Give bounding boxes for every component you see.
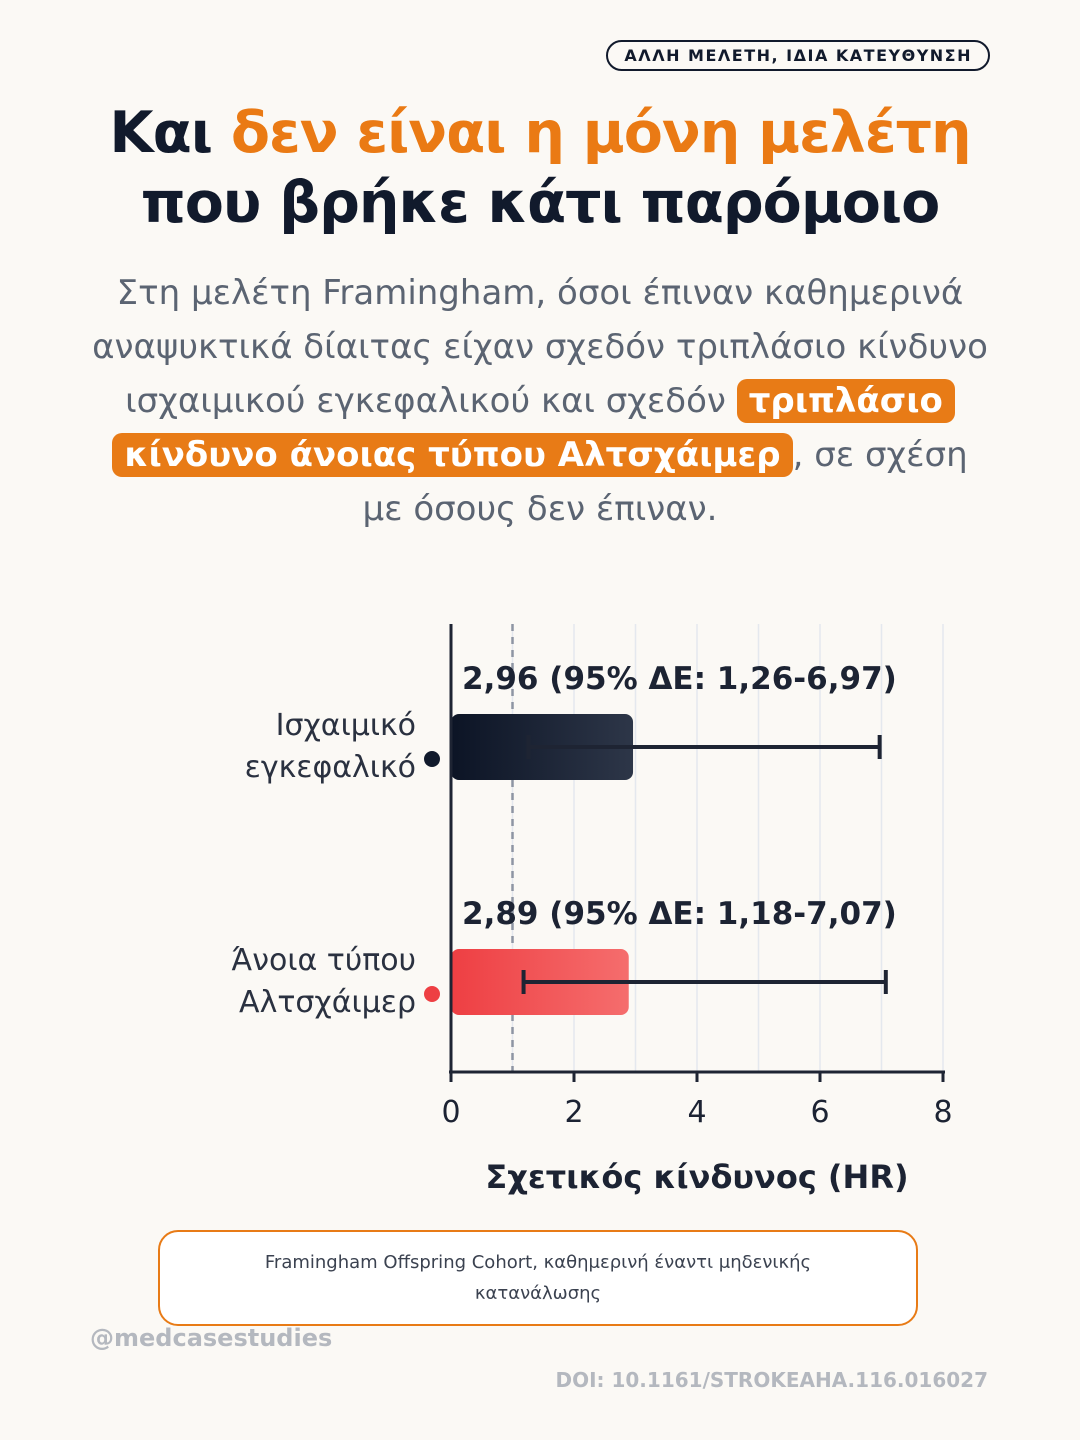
body-text-1: Στη μελέτη Framingham, όσοι έπιναν καθημ… bbox=[92, 273, 988, 421]
x-tick-label: 4 bbox=[687, 1095, 706, 1130]
category-label-2: Αλτσχάιμερ bbox=[239, 985, 416, 1020]
x-tick-label: 2 bbox=[564, 1095, 583, 1130]
x-axis-label: Σχετικός κίνδυνος (HR) bbox=[485, 1158, 908, 1196]
page-title: Και δεν είναι η μόνη μελέτη που βρήκε κά… bbox=[0, 98, 1080, 238]
title-part2: που βρήκε κάτι παρόμοιο bbox=[140, 170, 941, 236]
legend-marker-2 bbox=[424, 986, 440, 1002]
legend-marker-1 bbox=[424, 751, 440, 767]
x-tick-label: 6 bbox=[810, 1095, 829, 1130]
title-part1: Και bbox=[109, 100, 231, 166]
x-tick-label: 8 bbox=[933, 1095, 952, 1130]
data-label-2: 2,89 (95% ΔΕ: 1,18-7,07) bbox=[462, 896, 897, 932]
x-tick-label: 0 bbox=[441, 1095, 460, 1130]
body-paragraph: Στη μελέτη Framingham, όσοι έπιναν καθημ… bbox=[90, 266, 990, 536]
source-note: Framingham Offspring Cohort, καθημερινή … bbox=[158, 1230, 918, 1326]
category-label-2: Άνοια τύπου bbox=[231, 943, 416, 978]
data-label-1: 2,96 (95% ΔΕ: 1,26-6,97) bbox=[462, 661, 897, 697]
hazard-ratio-chart: 0 2 4 6 8 Σχετικός κίνδυνος (HR) 2,96 (95% ΔΕ… bbox=[231, 624, 953, 1196]
body-text-2: , σε σχέση με όσους δεν έπιναν. bbox=[362, 435, 968, 529]
author-handle[interactable]: @medcasestudies bbox=[90, 1324, 333, 1352]
title-accent: δεν είναι η μόνη μελέτη bbox=[230, 100, 972, 166]
doi-reference[interactable]: DOI: 10.1161/STROKEAHA.116.016027 bbox=[555, 1368, 988, 1392]
category-label-1: εγκεφαλικό bbox=[245, 750, 416, 785]
category-label-1: Ισχαιμικό bbox=[276, 708, 416, 743]
study-badge: ΑΛΛΗ ΜΕΛΕΤΗ, ΙΔΙΑ ΚΑΤΕΥΘΥΝΣΗ bbox=[606, 40, 990, 71]
